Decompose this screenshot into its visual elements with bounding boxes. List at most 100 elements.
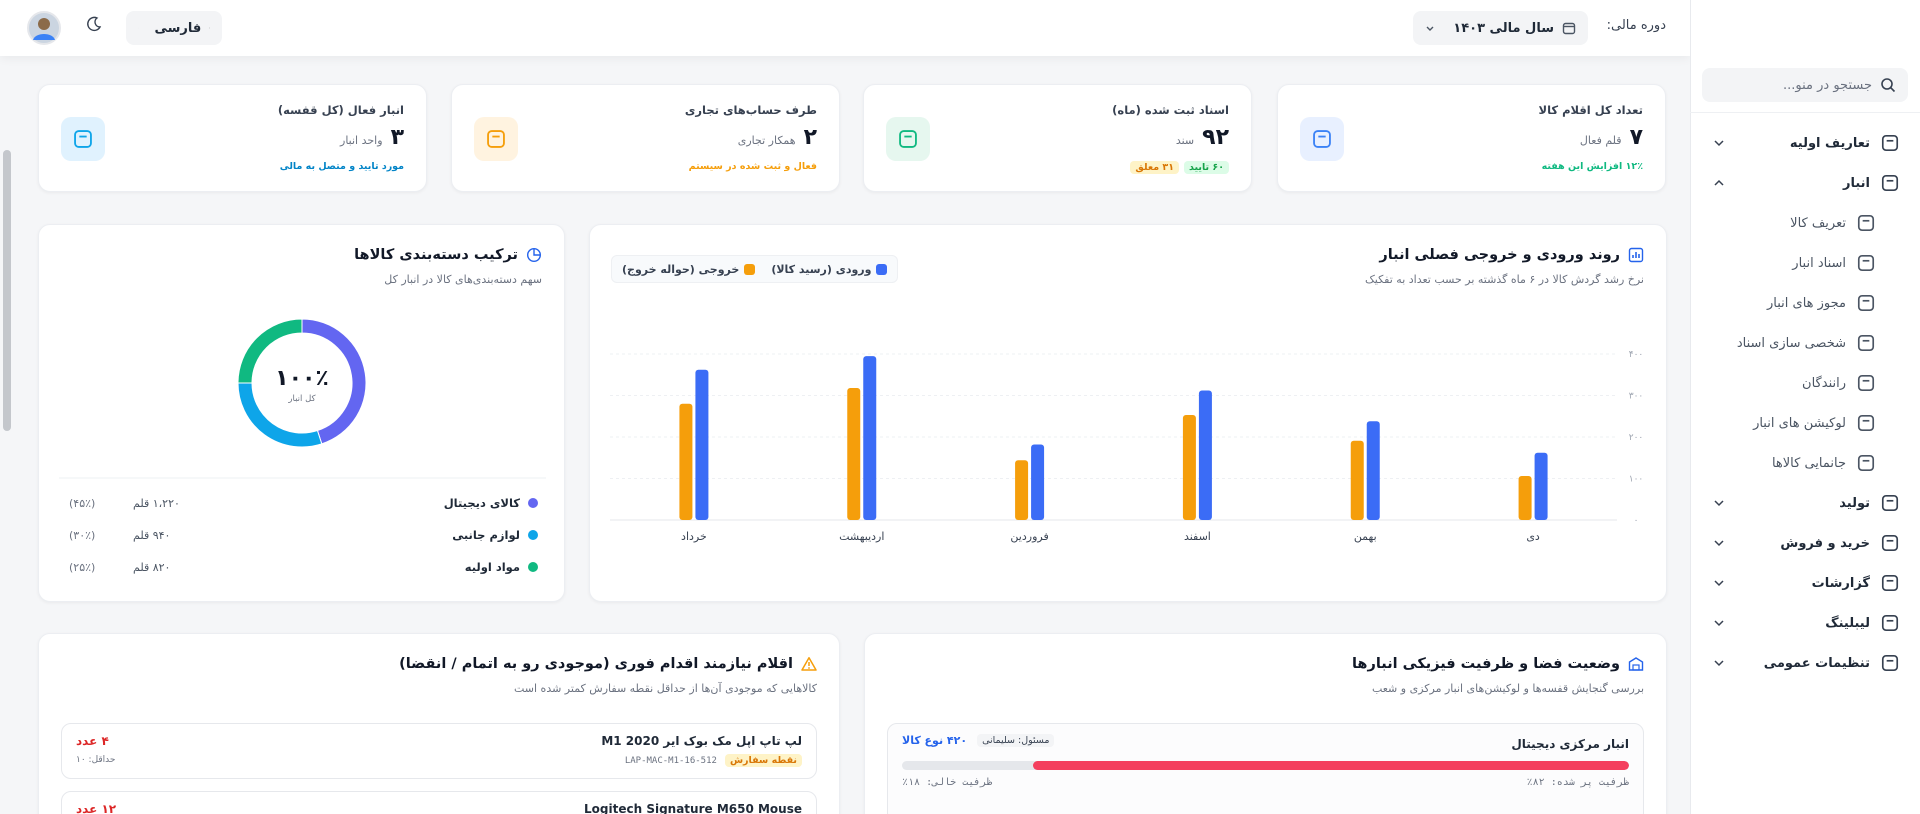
submenu-label: اسناد انبار [1792, 255, 1846, 271]
menu-label: تولید [1839, 495, 1870, 511]
icon-shape [1313, 130, 1331, 148]
submenu-item[interactable]: لوکیشن های انبار [1690, 403, 1920, 443]
capacity-fill [1032, 761, 1629, 770]
alert-item[interactable]: Logitech Signature M650 Mouse ۱۲ عدد [61, 791, 817, 814]
alerts-card: اقلام نیازمند اقدام فوری (موجودی رو به ا… [38, 633, 840, 814]
pie-legend-row: کالای دیجیتال ۱،۲۲۰ قلم (۴۵٪) [69, 491, 538, 515]
manager-badge: مسئول: سلیمانی [977, 734, 1055, 747]
pie-legend-name: لوازم جانبی [452, 528, 520, 542]
chevron-shape [1714, 620, 1724, 627]
legend-item: ورودی (رسید کالا) [771, 263, 888, 276]
capacity-card: وضعیت فضا و ظرفیت فیزیکی انبارها بررسی گ… [864, 633, 1667, 814]
stat-value: ۲ [803, 125, 817, 150]
stat-value: ۷ [1629, 125, 1643, 150]
menu-item[interactable]: خرید و فروش [1690, 523, 1920, 563]
chart-title: ترکیب دسته‌بندی کالاها [354, 247, 518, 263]
submenu-item[interactable]: اسناد انبار [1690, 243, 1920, 283]
capacity-track [902, 761, 1629, 770]
stat-badge: ۳۱ معلق [1130, 161, 1180, 174]
icon [1881, 574, 1899, 592]
stat-card: اسناد ثبت شده (ماه) ۹۲ سند ۶۰ تایید ۳۱ معلق [863, 84, 1252, 192]
icon [1857, 414, 1875, 432]
scroll-thumb[interactable] [3, 150, 11, 431]
capacity-subtitle: بررسی گنجایش قفسه‌ها و لوکیشن‌های انبار … [1371, 682, 1644, 695]
chart-subtitle: سهم دسته‌بندی‌های کالا در انبار کل [384, 273, 542, 286]
menu-item[interactable]: تنظیمات عمومی [1690, 643, 1920, 683]
theme-toggle[interactable] [85, 15, 103, 33]
center-sublabel: کل انبار [287, 394, 316, 404]
pie-legend-name: مواد اولیه [464, 560, 520, 574]
chevron-shape [1714, 540, 1724, 547]
avatar[interactable] [27, 11, 61, 45]
stat-unit: همکار تجاری [737, 134, 796, 147]
menu-label: تنظیمات عمومی [1763, 655, 1870, 671]
legend-label: خروجی (حواله خروج) [622, 262, 740, 276]
stat-unit: واحد انبار [340, 134, 383, 147]
submenu-item[interactable]: جانمایی کالاها [1690, 443, 1920, 483]
stat-value: ۳ [390, 125, 404, 150]
menu-item[interactable]: تولید [1690, 483, 1920, 523]
x-tick-label: خرداد [681, 530, 707, 543]
legend: ورودی (رسید کالا) خروجی (حواله خروج) [611, 255, 899, 283]
menu-label: گزارشات [1811, 575, 1870, 591]
menu-item[interactable]: گزارشات [1690, 563, 1920, 603]
stat-unit: سند [1175, 134, 1195, 147]
pie-legend-row: لوازم جانبی ۹۴۰ قلم (۳۰٪) [69, 523, 538, 547]
alert-item[interactable]: لپ تاپ اپل مک بوک ایر M1 2020 نقطه سفارش… [61, 723, 817, 779]
menu-item[interactable]: انبار [1690, 163, 1920, 203]
icon-shape [1857, 414, 1875, 432]
legend-swatch [876, 263, 888, 275]
icon-shape [1857, 254, 1875, 272]
search-placeholder: جستجو در منو... [1783, 77, 1872, 93]
stat-value: ۹۲ [1202, 125, 1229, 150]
chart-title: روند ورودی و خروجی فصلی انبار [1379, 247, 1620, 263]
pie-legend-count: ۹۴۰ قلم [133, 528, 171, 542]
stat-note-text: فعال و ثبت شده در سیستم [688, 161, 817, 172]
stat-note: فعال و ثبت شده در سیستم [689, 161, 817, 172]
pie-legend-count: ۱،۲۲۰ قلم [133, 496, 180, 510]
card-title: اقلام نیازمند اقدام فوری (موجودی رو به ا… [399, 656, 817, 672]
chevron-shape [1714, 660, 1724, 667]
chevron [1714, 500, 1724, 507]
warning-icon [801, 657, 817, 671]
menu-item[interactable]: لیبلینگ [1690, 603, 1920, 643]
bar [679, 403, 693, 520]
submenu-label: شخصی سازی اسناد [1736, 335, 1846, 351]
pie-chart-card: ترکیب دسته‌بندی کالاها سهم دسته‌بندی‌های… [38, 224, 565, 602]
pie-legend-count: ۸۲۰ قلم [133, 560, 171, 574]
icon [1857, 374, 1875, 392]
submenu-item[interactable]: تعریف کالا [1690, 203, 1920, 243]
y-tick-label: ۴۰۰ [1629, 350, 1644, 360]
submenu-item[interactable]: مجوز های انبار [1690, 283, 1920, 323]
x-tick-label: دی [1526, 530, 1540, 543]
stat-title: انبار فعال (کل قفسه) [277, 103, 404, 117]
alerts-title: اقلام نیازمند اقدام فوری (موجودی رو به ا… [399, 656, 793, 672]
stat-value-row: ۲ همکار تجاری [738, 125, 817, 150]
fiscal-year-button[interactable]: سال مالی ۱۴۰۳ [1413, 11, 1588, 45]
language-button[interactable]: فارسی [126, 11, 222, 45]
item-stock: ۱۲ عدد [76, 802, 117, 814]
submenu-item[interactable]: شخصی سازی اسناد [1690, 323, 1920, 363]
separator [1690, 112, 1920, 113]
icon-shape [1857, 454, 1875, 472]
stat-note: مورد تایید و متصل به مالی [280, 161, 404, 172]
pie-legend-dot [528, 530, 538, 540]
chart-subtitle: نرخ رشد گردش کالا در ۶ ماه گذشته بر حسب … [1364, 273, 1644, 286]
icon [1313, 130, 1331, 148]
pie-legend-dot [528, 562, 538, 572]
warehouse-icon [1628, 657, 1644, 671]
stat-value-row: ۹۲ سند [1176, 125, 1229, 150]
menu-item[interactable]: تعاریف اولیه [1690, 123, 1920, 163]
globe-icon [209, 27, 210, 29]
y-tick-label: ۲۰۰ [1629, 433, 1644, 443]
scrollbar[interactable] [3, 66, 11, 806]
card-title: ترکیب دسته‌بندی کالاها [354, 247, 542, 263]
submenu-item[interactable]: رانندگان [1690, 363, 1920, 403]
pie-legend-name: کالای دیجیتال [443, 496, 520, 510]
icon [1881, 614, 1899, 632]
menu-search[interactable]: جستجو در منو... [1702, 68, 1908, 102]
pie-legend-row: مواد اولیه ۸۲۰ قلم (۲۵٪) [69, 555, 538, 579]
bar [1350, 440, 1364, 520]
calendar-icon [1562, 22, 1576, 35]
